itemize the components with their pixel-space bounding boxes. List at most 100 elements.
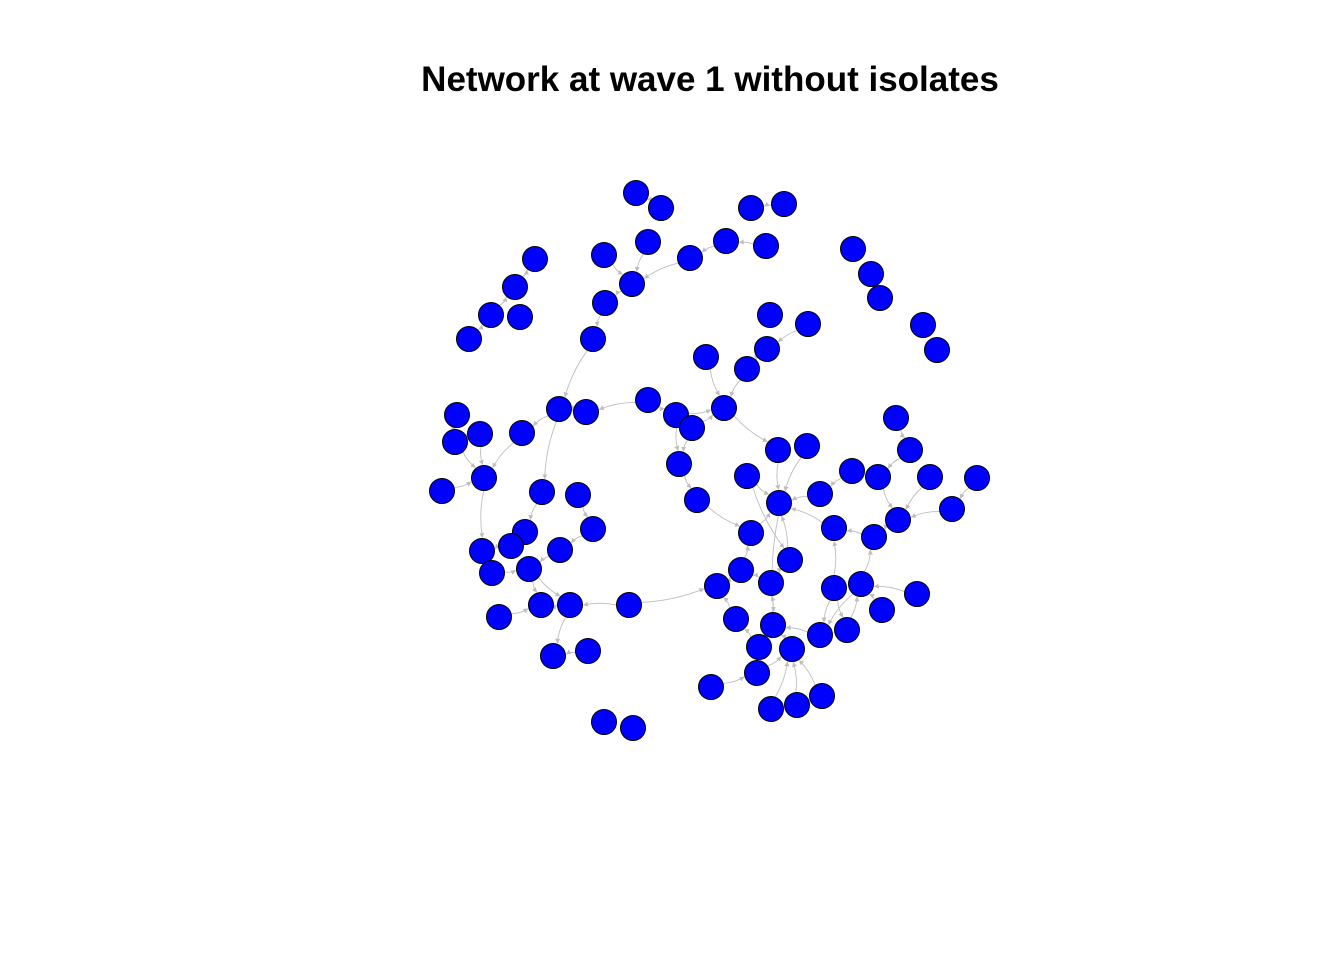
network-node [429,478,455,504]
network-edge [821,599,831,623]
network-edge [798,660,816,686]
network-node [684,487,710,513]
network-edge [830,477,842,487]
network-node [784,692,810,718]
network-edge [873,583,905,593]
edge-layer [450,196,970,698]
network-edge [785,625,809,633]
network-node [865,464,891,490]
network-node [746,634,772,660]
network-edge [707,506,740,527]
network-node [469,538,495,564]
network-node [939,496,965,522]
network-node [766,490,792,516]
network-node [779,636,805,662]
network-node [760,612,786,638]
network-edge [510,608,529,615]
network-node [666,451,692,477]
network-edge [478,446,484,466]
network-edge [780,634,787,640]
network-node [734,356,760,382]
network-node [529,479,555,505]
network-edge [555,616,567,644]
network-edge [882,488,893,509]
network-node [848,571,874,597]
network-node [557,592,583,618]
network-node [565,482,591,508]
network-edge [532,415,549,427]
network-edge [774,661,790,698]
plot-title: Network at wave 1 without isolates [421,60,999,99]
network-node [734,463,760,489]
network-edge [542,421,557,480]
network-node [771,191,797,217]
network-node [861,524,887,550]
network-node [869,597,895,623]
network-edge [752,486,785,549]
network-node [547,537,573,563]
network-edge [477,324,484,331]
network-node [867,285,893,311]
network-node [809,683,835,709]
network-node [924,337,950,363]
network-edge [756,483,770,495]
network-node [442,429,468,455]
network-edge [723,597,731,609]
network-node [883,405,909,431]
network-edge [722,676,745,684]
network-node [679,415,705,441]
network-node [738,195,764,221]
network-edge [759,512,771,525]
network-node [698,674,724,700]
network-node [885,507,911,533]
network-edge [743,545,751,559]
network-edge [492,442,515,469]
network-node [507,304,533,330]
network-node [821,515,847,541]
network-node [910,312,936,338]
network-edge [681,439,689,452]
network-node [591,242,617,268]
network-node [753,233,779,259]
network-edge [959,487,970,499]
network-edge [658,405,665,412]
network-node [777,547,803,573]
network-edge [641,588,705,603]
network-node [840,236,866,262]
network-node [713,228,739,254]
network-node [592,290,618,316]
network-edge [863,549,873,573]
network-node [498,533,524,559]
network-node [711,395,737,421]
network-node [573,399,599,425]
network-edge [498,296,508,306]
network-node [704,573,730,599]
network-edge [775,462,781,490]
network-node [575,638,601,664]
network-edge [790,507,823,524]
network-edge [744,629,752,638]
network-node [444,402,470,428]
network-node [904,581,930,607]
network-edge [674,427,680,451]
network-node [528,592,554,618]
network-edge [688,409,712,414]
network-edge [783,456,802,492]
network-node [744,660,770,686]
network-node [540,643,566,669]
network-edge [702,414,713,422]
network-edge [752,572,760,579]
network-edge [453,481,472,488]
network-edge [709,368,720,396]
network-node [580,326,606,352]
network-node [795,311,821,337]
network-node [616,592,642,618]
network-node [757,302,783,328]
network-edge [729,379,742,397]
network-edge [594,314,602,327]
network-edge [565,649,576,655]
network-edge [733,415,768,443]
network-node [546,396,572,422]
network-node [758,570,784,596]
